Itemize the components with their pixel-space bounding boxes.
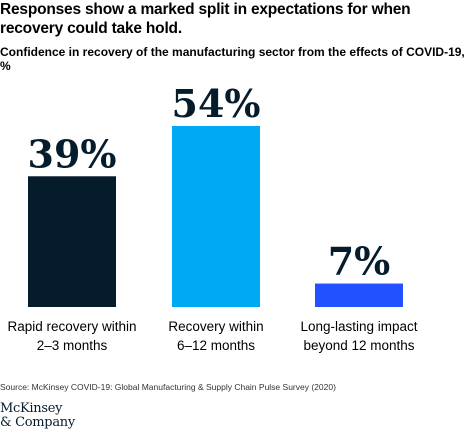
value-label-2: 54% bbox=[172, 81, 261, 126]
bar-chart: 39% Rapid recovery within 2–3 months 54% Rec… bbox=[7, 81, 417, 353]
bar-3 bbox=[315, 283, 403, 307]
category-label-1-line-1: Rapid recovery within bbox=[7, 319, 136, 334]
value-label-3: 7% bbox=[328, 239, 391, 284]
chart-subtitle: Confidence in recovery of the manufactur… bbox=[0, 45, 465, 73]
logo-line-1: McKinsey bbox=[0, 401, 63, 416]
mckinsey-logo: McKinsey & Company bbox=[0, 402, 75, 430]
category-label-2-line-1: Recovery within bbox=[168, 319, 263, 334]
category-label-1-line-2: 2–3 months bbox=[37, 338, 108, 353]
source-note: Source: McKinsey COVID-19: Global Manufa… bbox=[0, 382, 336, 392]
category-label-3-line-1: Long-lasting impact bbox=[300, 319, 417, 334]
bar-2 bbox=[172, 126, 260, 307]
logo-line-2: & Company bbox=[0, 415, 75, 430]
bar-1 bbox=[28, 176, 116, 307]
category-label-3-line-2: beyond 12 months bbox=[303, 338, 414, 353]
value-label-1: 39% bbox=[28, 131, 117, 176]
chart-title: Responses show a marked split in expecta… bbox=[0, 1, 411, 37]
category-label-2-line-2: 6–12 months bbox=[177, 338, 255, 353]
